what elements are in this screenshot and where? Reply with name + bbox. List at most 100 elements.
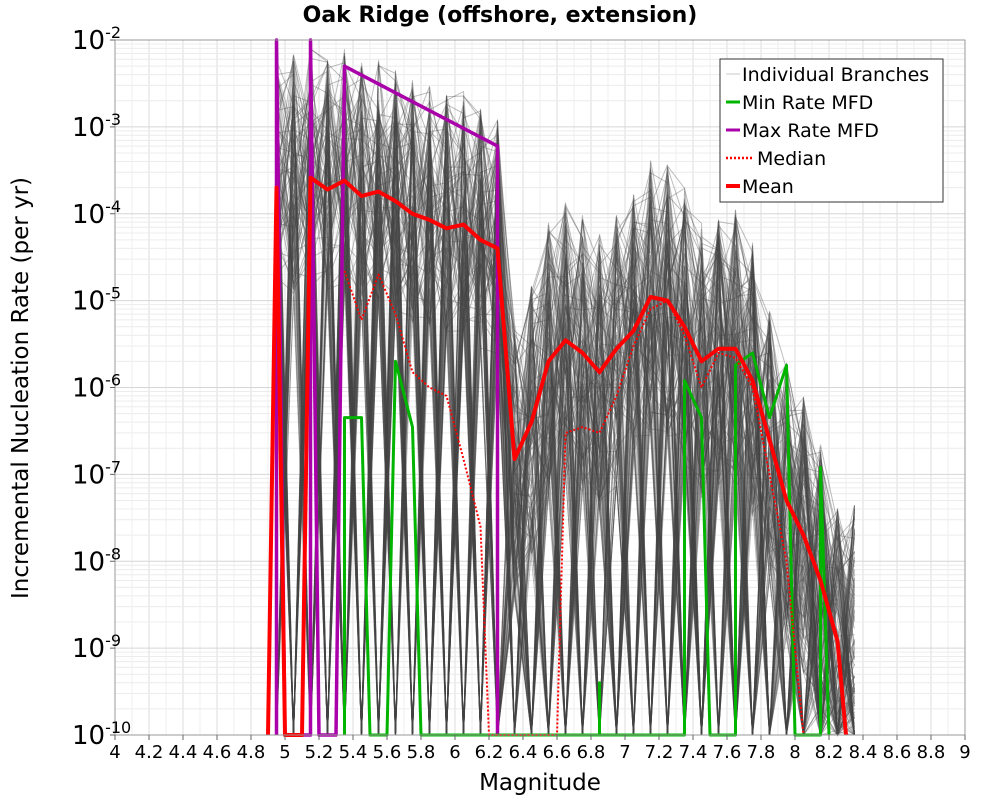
x-tick-label: 6.4 [509,742,538,763]
x-tick-label: 8.4 [849,742,878,763]
branch-line [276,60,855,736]
branch-line [276,108,855,736]
branch-line [276,69,855,736]
branch-line [276,62,855,737]
y-tick-label: 10-6 [72,371,121,404]
x-tick-label: 9 [959,742,970,763]
branch-line [276,82,855,736]
branch-line [276,113,855,736]
branch-line [276,56,855,736]
branch-line [276,105,855,736]
legend: Individual Branches Min Rate MFD Max Rate … [719,58,944,203]
x-tick-label: 4.2 [135,742,164,763]
legend-label: Max Rate MFD [742,120,879,142]
y-tick-label: 10-2 [72,23,121,56]
x-tick-label: 8.6 [883,742,912,763]
legend-box [719,58,944,203]
branch-line [276,47,855,737]
branch-line [276,106,855,736]
x-tick-label: 8 [789,742,800,763]
branch-line [276,56,855,736]
branch-line [276,115,855,736]
branch-line [276,94,855,736]
branch-line [276,133,855,736]
branch-line [276,85,855,736]
x-tick-label: 8.8 [917,742,946,763]
branch-line [276,72,855,736]
branch-line [276,97,855,736]
branch-line [276,56,855,736]
branch-line [276,109,855,736]
x-tick-label: 4 [109,742,120,763]
branch-line [276,63,855,737]
legend-label: Mean [742,176,794,198]
grid [114,40,966,736]
branch-line [276,62,855,736]
series-mean [266,175,848,737]
y-ticks: 10-2 10-3 10-4 10-5 10-6 10-7 10-8 10-9 10-10 [72,23,131,751]
y-tick-label: 10-7 [72,457,121,490]
x-ticks: 4 4.2 4.4 4.6 4.8 5 5.2 5.4 5.6 5.8 6 6.2 6.4 6.6 6.8 7… [109,735,971,763]
branch-line [276,122,855,736]
branch-line [276,78,855,736]
y-tick-label: 10-8 [72,544,121,577]
branch-line [276,90,855,736]
y-tick-label: 10-10 [72,718,131,751]
x-tick-label: 6 [449,742,460,763]
branch-line [276,56,855,736]
y-tick-label: 10-9 [72,631,121,664]
branch-line [276,60,855,736]
branch-line [276,95,855,737]
branch-line [276,90,855,736]
series-median [343,270,805,736]
branch-line [276,75,855,736]
branch-line [276,78,855,736]
branch-line [276,92,855,736]
branch-line [276,64,855,736]
branch-line [276,78,855,736]
branch-line [276,104,855,736]
legend-label: Min Rate MFD [742,92,873,114]
branch-line [276,82,855,736]
x-tick-label: 4.6 [203,742,232,763]
x-tick-label: 4.8 [237,742,266,763]
branch-line [276,51,855,736]
branch-line [276,60,855,736]
branch-line [276,81,855,736]
x-tick-label: 8.2 [815,742,844,763]
x-tick-label: 7.2 [645,742,674,763]
branch-line [276,122,855,736]
branch-line [276,92,855,736]
y-tick-label: 10-4 [72,197,121,230]
branch-line [276,106,855,736]
branch-line [276,106,855,736]
x-tick-label: 7.4 [679,742,708,763]
x-tick-label: 6.8 [577,742,606,763]
legend-label: Median [757,148,826,170]
branch-line [276,70,855,736]
branch-line [276,60,855,736]
branch-line [276,62,855,737]
x-tick-label: 7 [619,742,630,763]
y-tick-label: 10-5 [72,284,121,317]
x-tick-label: 5.6 [373,742,402,763]
x-tick-label: 5.2 [305,742,334,763]
branch-line [276,78,855,736]
branch-line [276,109,855,736]
branch-line [276,101,855,736]
branch-line [276,56,855,736]
branch-line [276,124,855,736]
y-tick-label: 10-3 [72,110,121,143]
branch-line [276,72,855,736]
branch-line [276,123,855,736]
branch-line [276,59,855,736]
branch-line [276,96,855,736]
branch-line [276,47,855,736]
x-tick-label: 4.4 [169,742,198,763]
branch-line [276,86,855,736]
x-tick-label: 6.6 [543,742,572,763]
branch-line [276,85,855,736]
x-tick-label: 5.4 [339,742,368,763]
legend-label: Individual Branches [742,64,929,86]
branch-line [276,127,855,736]
